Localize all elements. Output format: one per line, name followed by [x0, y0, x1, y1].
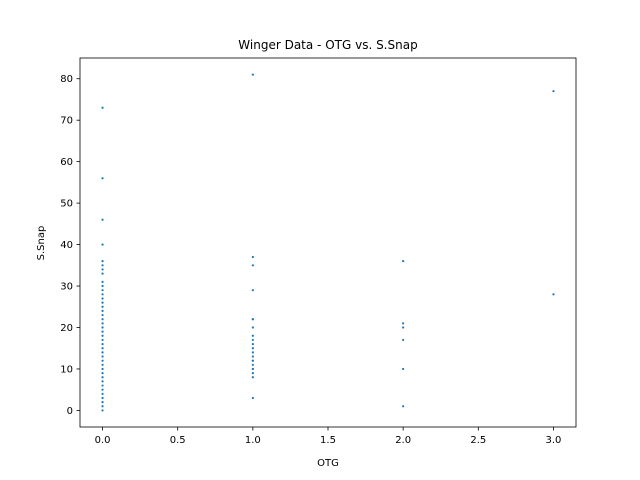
data-point [101, 318, 104, 321]
data-point [251, 338, 254, 342]
y-tick-label: 0 [67, 406, 73, 417]
data-point [251, 326, 254, 329]
x-tick-label: 1.5 [320, 435, 336, 446]
x-axis-label: OTG [317, 458, 339, 469]
data-point [101, 401, 104, 404]
data-point [101, 264, 104, 267]
data-point [402, 322, 405, 325]
data-point [402, 338, 405, 342]
data-point [101, 334, 104, 337]
data-point [101, 392, 104, 395]
data-point [101, 243, 104, 246]
data-point [251, 367, 254, 371]
chart-title: Winger Data - OTG vs. S.Snap [238, 38, 417, 52]
data-point [101, 388, 104, 391]
data-point [101, 284, 104, 288]
data-point [101, 367, 104, 371]
data-point [101, 289, 104, 292]
data-point [101, 309, 104, 313]
data-point [251, 363, 254, 366]
data-point [251, 73, 254, 76]
data-point [101, 280, 104, 283]
x-tick-label: 0.5 [170, 435, 186, 446]
data-point [101, 330, 104, 333]
data-point [402, 367, 405, 371]
data-point [251, 355, 254, 358]
data-point [101, 301, 104, 304]
data-point [251, 334, 254, 337]
data-point [101, 405, 104, 408]
data-point [101, 351, 104, 354]
data-point [251, 351, 254, 354]
data-point [101, 177, 104, 180]
data-point [101, 338, 104, 342]
x-tick-label: 1.0 [245, 435, 261, 446]
y-axis-ticks: 0 10 20 30 40 50 60 70 80 [60, 74, 80, 417]
data-point [251, 347, 254, 350]
data-point [101, 293, 104, 296]
y-tick-label: 10 [60, 364, 73, 375]
y-tick-label: 40 [60, 240, 73, 251]
y-tick-label: 70 [60, 116, 73, 127]
x-tick-label: 3.0 [546, 435, 562, 446]
data-point [251, 396, 254, 400]
y-tick-label: 80 [60, 74, 73, 85]
data-point [101, 359, 104, 362]
data-point [101, 384, 104, 387]
data-point [251, 359, 254, 362]
data-point [101, 322, 104, 325]
data-point [552, 90, 555, 93]
y-axis-label: S.Snap [36, 226, 47, 261]
x-tick-label: 2.0 [395, 435, 411, 446]
x-tick-label: 0.0 [95, 435, 111, 446]
data-point [402, 326, 405, 329]
data-points [101, 73, 555, 412]
data-point [101, 376, 104, 379]
data-point [402, 405, 405, 408]
y-tick-label: 60 [60, 157, 73, 168]
data-point [251, 342, 254, 346]
data-point [552, 293, 555, 296]
data-point [251, 372, 254, 375]
data-point [101, 380, 104, 383]
plot-frame [79, 57, 577, 428]
data-point [101, 260, 104, 263]
data-point [101, 297, 104, 300]
data-point [101, 409, 104, 412]
data-point [101, 305, 104, 308]
y-tick-label: 30 [60, 282, 73, 293]
data-point [101, 272, 104, 275]
data-point [402, 260, 405, 263]
data-point [101, 106, 104, 109]
y-tick-label: 20 [60, 323, 73, 334]
data-point [101, 372, 104, 375]
data-point [101, 355, 104, 358]
data-point [101, 313, 104, 317]
data-point [251, 318, 254, 321]
data-point [101, 347, 104, 350]
data-point [101, 218, 104, 221]
data-point [101, 396, 104, 400]
data-point [101, 268, 104, 271]
data-point [101, 326, 104, 329]
x-tick-label: 2.5 [470, 435, 486, 446]
data-point [251, 289, 254, 292]
data-point [251, 255, 254, 259]
x-axis-ticks: 0.0 0.5 1.0 1.5 2.0 2.5 3.0 [95, 427, 562, 446]
data-point [101, 363, 104, 366]
data-point [101, 342, 104, 346]
data-point [251, 264, 254, 267]
data-point [251, 376, 254, 379]
y-tick-label: 50 [60, 199, 73, 210]
